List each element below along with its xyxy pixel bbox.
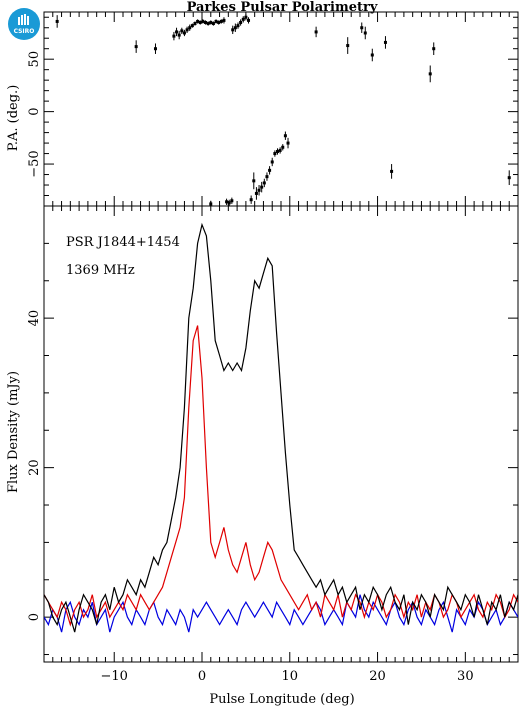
pa-point [231,28,235,32]
pa-point [249,198,253,202]
pa-point [239,20,243,24]
pa-axis-label: P.A. (deg.) [6,85,21,152]
flux-series-line [44,325,518,627]
pa-point [432,47,436,51]
pa-point [390,169,394,173]
pa-point [209,20,213,24]
pa-point [363,31,367,35]
pa-point [275,149,279,153]
x-tick-label: 30 [457,669,474,684]
pa-point [225,200,229,204]
pa-point [370,53,374,57]
flux-y-tick-label: 0 [27,613,42,621]
pa-point [214,19,218,23]
pa-point [273,152,277,156]
pa-point [270,160,274,164]
x-tick-label: 20 [369,669,386,684]
pa-point [180,29,184,33]
pa-point [182,31,186,35]
pa-point [254,191,258,195]
pa-point [153,47,157,51]
pa-point [227,201,231,205]
pa-point [314,30,318,34]
pa-point [185,28,189,32]
position-angle-panel: −50 0 50 P.A. (deg.) [6,11,519,207]
x-tick-label: −10 [101,669,128,684]
pa-point [360,26,364,30]
pa-point [206,22,210,26]
flux-ticks: −10 0 10 20 30 0 20 40 [27,205,519,684]
pa-point [278,148,282,152]
pa-point [204,20,208,24]
pa-point [507,176,511,180]
pa-point [55,19,59,23]
pa-point [209,202,213,206]
pa-y-tick-label: −50 [27,150,42,177]
pa-point [175,30,179,34]
pa-point [281,145,285,149]
pa-point [286,141,290,145]
pa-point [244,15,248,19]
pa-point [219,19,223,23]
pa-ticks: −50 0 50 [27,12,519,207]
pa-point [252,179,256,183]
pa-point [346,44,350,48]
pa-point [217,20,221,24]
pa-point [190,24,194,28]
flux-series [44,222,518,633]
frequency-label: 1369 MHz [66,263,135,278]
pa-y-tick-label: 50 [27,51,42,68]
pa-point [201,19,205,23]
pa-point [257,188,261,192]
pa-frame [43,11,519,207]
csiro-logo-icon: CSIRO [8,8,40,40]
longitude-axis-label: Pulse Longitude (deg) [209,692,354,707]
pa-point [211,22,215,26]
pa-point [230,199,234,203]
flux-series-line [44,222,518,633]
pa-point [233,26,237,30]
pulsar-name: PSR J1844+1454 [66,235,180,250]
pa-point [172,34,176,38]
pa-point [193,22,197,26]
logo-bars-icon [18,14,29,25]
pa-point [177,33,181,37]
flux-y-tick-label: 40 [27,310,42,327]
pa-point [196,19,200,23]
pa-point [428,72,432,76]
pa-point [188,26,192,30]
pa-point [268,168,272,172]
flux-y-tick-label: 20 [27,459,42,476]
pa-point [383,40,387,44]
pa-point [265,175,269,179]
pa-point [198,20,202,24]
pa-point [262,181,266,185]
pa-points [55,14,511,206]
pa-point [247,18,251,22]
flux-series-line [44,594,518,633]
pa-point [241,17,245,21]
logo-text: CSIRO [13,28,35,35]
pa-point [260,185,264,189]
flux-axis-label: Flux Density (mJy) [6,371,21,493]
pa-point [283,134,287,138]
pa-point [222,18,226,22]
pa-point [236,24,240,28]
pa-point [134,45,138,49]
chart-title: Parkes Pulsar Polarimetry [187,0,378,15]
x-tick-label: 10 [282,669,299,684]
x-tick-label: 0 [198,669,206,684]
pa-y-tick-label: 0 [27,107,42,115]
